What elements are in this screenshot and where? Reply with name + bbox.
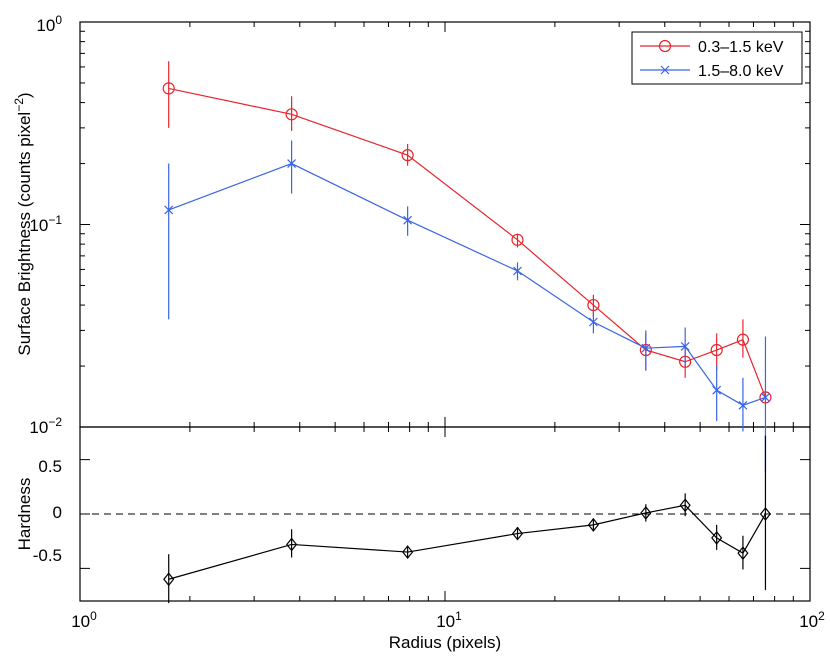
series-hard-band-point	[712, 385, 722, 395]
series-hardness-line	[168, 504, 766, 580]
series-hardness-point	[640, 505, 652, 520]
top-ytick-label-0: 10−2	[29, 415, 62, 437]
series-soft-band-point	[736, 333, 750, 346]
series-soft-band-point	[285, 108, 298, 121]
top-ytick-label-1: 10−1	[29, 213, 62, 235]
top-ytick-exp-0: −2	[48, 415, 62, 429]
xtick-exp-2: 2	[818, 609, 825, 623]
series-hard-band-point	[761, 392, 770, 402]
top-ytick-exp-1: −1	[48, 213, 62, 227]
series-hard-band-point	[680, 341, 690, 351]
x-axis-title: Radius (pixels)	[389, 633, 501, 652]
xtick-label-1: 101	[436, 609, 462, 631]
series-hardness-point	[286, 537, 298, 552]
bottom-ytick-label-0: 0.5	[38, 457, 62, 476]
series-soft-band-point	[401, 149, 414, 162]
series-hard-band-point	[164, 205, 174, 215]
series-soft-band-line	[168, 87, 767, 398]
legend: 0.3–1.5 keV 1.5–8.0 keV	[631, 31, 803, 85]
series-hard-band-point	[641, 343, 651, 353]
series-hard-band-line	[168, 162, 766, 406]
xtick-exp-0: 0	[90, 609, 97, 623]
series-hard-band-point	[287, 159, 297, 168]
legend-label-1: 1.5–8.0 keV	[698, 63, 784, 80]
series-hard-band-point	[588, 317, 598, 327]
legend-swatch-marker-1	[660, 65, 670, 75]
bottom-ytick-label-2: -0.5	[33, 546, 62, 565]
series-hardness-point	[163, 572, 175, 587]
bottom-ytick-label-1: 0	[53, 503, 62, 522]
top-ytick-exp-2: 0	[55, 13, 62, 27]
series-soft-band-point	[710, 343, 723, 357]
legend-label-0: 0.3–1.5 keV	[698, 39, 784, 56]
top-ytick-label-2: 100	[36, 13, 62, 35]
xtick-exp-1: 1	[455, 609, 462, 623]
series-hardness-point	[587, 517, 599, 532]
series-hard-band	[164, 140, 770, 472]
series-hard-band-point	[738, 400, 748, 410]
series-soft-band-point	[511, 233, 524, 246]
series-hardness-point	[402, 545, 414, 560]
series-soft-band-point	[162, 82, 175, 95]
top-y-axis-title: Surface Brightness (counts pixel−2)	[12, 92, 34, 355]
series-hardness-point	[511, 526, 524, 541]
legend-item-0: 0.3–1.5 keV	[640, 39, 784, 56]
series-hardness-point	[711, 530, 723, 545]
legend-box	[631, 31, 803, 85]
series-soft-band	[162, 61, 772, 404]
xtick-label-2: 102	[799, 609, 825, 631]
series-hardness-point	[679, 498, 691, 513]
series-hard-band-point	[513, 266, 522, 276]
bottom-y-axis-title: Hardness	[15, 478, 34, 551]
tick-marks	[79, 22, 810, 601]
series-hardness	[163, 435, 772, 604]
xtick-label-0: 100	[71, 609, 97, 631]
series-hardness-point	[737, 546, 749, 561]
series-hard-band-point	[403, 215, 413, 225]
series-hardness-point	[759, 507, 772, 521]
top-y-axis-title-close: )	[15, 92, 34, 98]
legend-item-1: 1.5–8.0 keV	[640, 63, 784, 80]
legend-swatch-marker-0	[658, 39, 672, 53]
top-y-axis-title-sup: −2	[12, 98, 26, 112]
data-series	[162, 61, 772, 604]
